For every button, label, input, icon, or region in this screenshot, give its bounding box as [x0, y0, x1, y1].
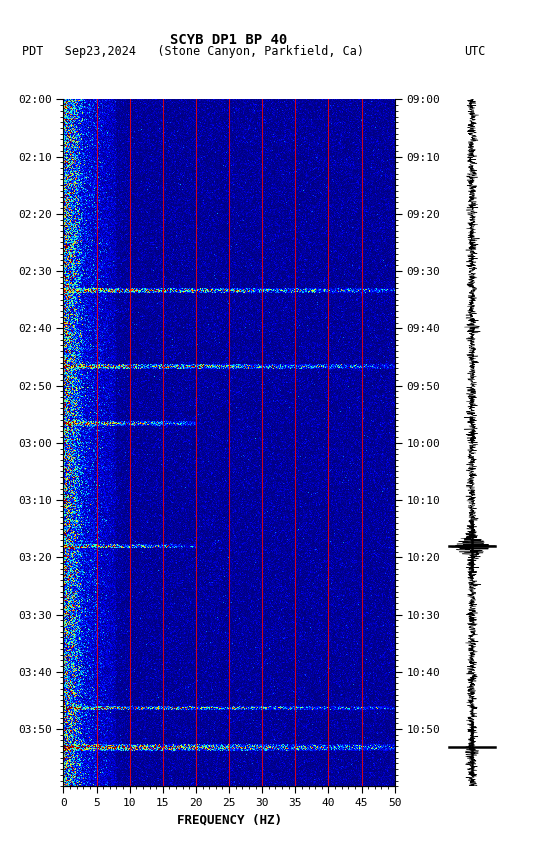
Text: PDT   Sep23,2024   (Stone Canyon, Parkfield, Ca): PDT Sep23,2024 (Stone Canyon, Parkfield,…	[22, 45, 364, 58]
Text: UTC: UTC	[464, 45, 485, 58]
X-axis label: FREQUENCY (HZ): FREQUENCY (HZ)	[177, 814, 282, 827]
Text: SCYB DP1 BP 40: SCYB DP1 BP 40	[171, 33, 288, 47]
